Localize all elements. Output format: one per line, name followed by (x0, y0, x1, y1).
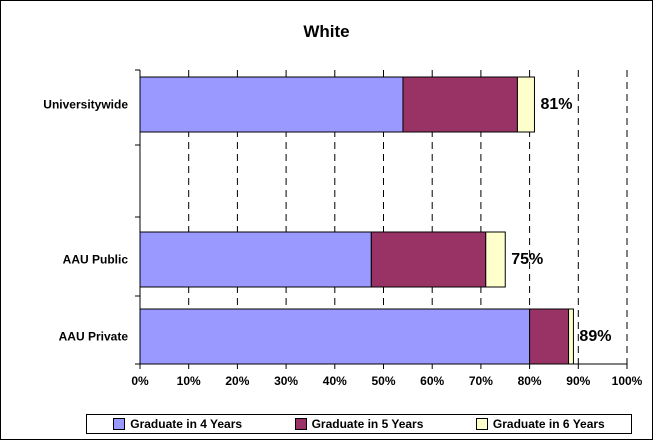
bar-segment (485, 231, 506, 288)
bar-segment (402, 76, 518, 133)
x-tick-label: 90% (566, 374, 590, 388)
bar-segment (370, 231, 487, 288)
legend-item: Graduate in 6 Years (475, 417, 605, 431)
legend-label: Graduate in 5 Years (311, 417, 424, 431)
x-tick-label: 50% (371, 374, 395, 388)
x-tick-label: 40% (323, 374, 347, 388)
chart-title: White (303, 22, 350, 41)
bar-segment (139, 308, 531, 365)
bar-segment (139, 76, 404, 133)
bar-segment (529, 308, 570, 365)
bar-segment (568, 308, 574, 365)
legend-label: Graduate in 4 Years (130, 417, 243, 431)
data-label: 89% (579, 328, 611, 345)
category-label: AAU Private (59, 330, 129, 344)
bar-segment (516, 76, 535, 133)
category-label: AAU Public (63, 253, 129, 267)
legend-item: Graduate in 4 Years (113, 417, 242, 431)
x-tick-label: 70% (469, 374, 493, 388)
legend-label: Graduate in 6 Years (492, 417, 605, 431)
category-label: Universitywide (43, 98, 128, 112)
data-label: 75% (511, 251, 543, 268)
x-tick-label: 10% (177, 374, 201, 388)
data-label: 81% (540, 96, 572, 113)
legend: Graduate in 4 Years Graduate in 5 Years Gr… (86, 414, 632, 434)
x-tick-label: 80% (518, 374, 542, 388)
x-tick-label: 100% (612, 374, 643, 388)
legend-item: Graduate in 5 Years (294, 417, 424, 431)
bar-segment (139, 231, 372, 288)
legend-swatch (294, 418, 307, 430)
x-tick-label: 0% (131, 374, 149, 388)
x-tick-label: 30% (274, 374, 298, 388)
legend-swatch (113, 418, 126, 430)
legend-swatch (475, 418, 488, 430)
x-tick-label: 20% (225, 374, 249, 388)
x-tick-label: 60% (420, 374, 444, 388)
